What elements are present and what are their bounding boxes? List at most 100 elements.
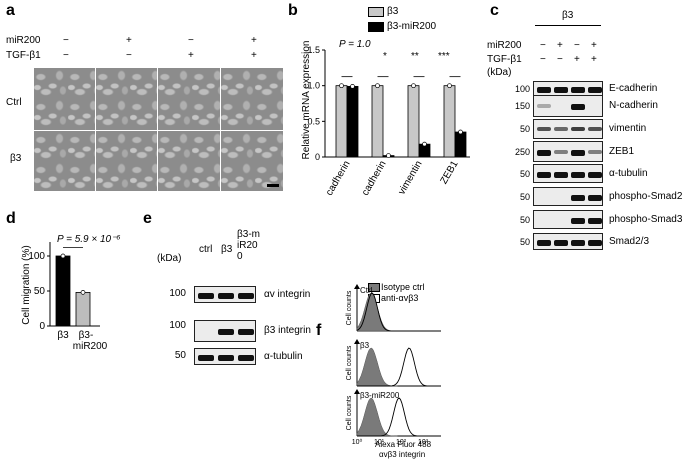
f-row-label: β3 — [360, 341, 370, 350]
c-mw-marker: 50 — [519, 168, 530, 179]
micrograph-b3-1 — [34, 131, 95, 191]
f-x-tick-label: 10⁰ — [352, 438, 363, 446]
c-band — [537, 127, 551, 131]
e-blot-2 — [194, 348, 256, 365]
a-tgf-sign-2: − — [126, 50, 132, 61]
b-point — [422, 141, 427, 147]
c-blot-4 — [533, 164, 603, 183]
c-tgf-sign: + — [591, 54, 597, 65]
c-band — [588, 149, 602, 154]
c-band — [571, 217, 585, 224]
f-arrow-icon — [354, 339, 360, 344]
c-blot-label: phospho-Smad2 — [609, 190, 683, 202]
c-mw-marker: 250 — [514, 146, 530, 157]
p-value-d: P = 5.9 × 10⁻⁶ — [57, 234, 121, 245]
panel-d-label: d — [6, 210, 16, 227]
b-point — [375, 83, 380, 89]
e-lane-ctrl: ctrl — [199, 244, 213, 255]
f-isotype-curve — [356, 397, 398, 437]
c-band — [571, 171, 585, 178]
e-band — [198, 354, 214, 361]
b-point — [411, 83, 416, 89]
b-x-tick-label: vimentin — [396, 159, 424, 195]
f-x-tick-label: 10³ — [418, 439, 429, 446]
c-mir-sign: − — [540, 40, 546, 51]
c-tgf-sign: + — [574, 54, 580, 65]
c-blot-label: E-cadherin — [609, 83, 658, 94]
sig-ncad: * — [383, 51, 387, 62]
legend-label-isotype: Isotype ctrl — [381, 282, 425, 292]
c-band — [571, 104, 585, 110]
c-blot-label: N-cadherin — [609, 100, 658, 111]
c-tgf-sign: − — [557, 54, 563, 65]
b-bar — [346, 85, 359, 158]
panel-f-label: f — [316, 322, 322, 339]
c-header-line — [535, 25, 601, 26]
a-mir-sign-1: − — [63, 35, 69, 46]
c-band — [537, 171, 551, 178]
e-mw-marker: 50 — [174, 350, 186, 361]
c-mir-sign: + — [557, 40, 563, 51]
c-band — [537, 104, 551, 108]
c-band — [537, 149, 551, 156]
f-y-axis-label: Cell counts — [346, 290, 353, 325]
d-x-tick-label: β3-miR200 — [73, 330, 108, 352]
c-band — [588, 127, 602, 131]
b-point — [458, 129, 463, 135]
sig-zeb1: *** — [438, 51, 450, 62]
f-xlabel-1: Alexa Fluor 488 — [375, 440, 432, 449]
f-arrow-icon — [354, 389, 360, 394]
b-bar — [443, 85, 456, 158]
c-kda-label: (kDa) — [487, 67, 512, 78]
b-x-tick-label: N-cadherin — [355, 159, 389, 195]
f-row-label: Ctrl — [360, 286, 373, 295]
e-mw-marker: 100 — [169, 288, 186, 299]
micrograph-b3-4 — [221, 131, 283, 191]
micrograph-b3-2 — [96, 131, 157, 191]
panel-a-label: a — [6, 2, 15, 19]
e-band — [218, 292, 234, 299]
f-anti-curve — [357, 347, 441, 387]
b-x-tick-label: ZEB1 — [439, 159, 461, 187]
mir200-row-label: miR200 — [6, 35, 41, 46]
f-x-tick-label: 10² — [396, 439, 407, 446]
e-lane-b3-mir200: β3-miR200 — [237, 229, 260, 262]
a-tgf-sign-1: − — [63, 50, 69, 61]
c-mir200-label: miR200 — [487, 40, 522, 51]
e-band — [238, 292, 254, 299]
legend-label-anti: anti-αvβ3 — [381, 293, 419, 303]
c-mw-marker: 150 — [514, 101, 530, 111]
p-value-b: P = 1.0 — [339, 39, 371, 50]
d-y-tick-label: 0 — [39, 321, 45, 332]
d-bar — [75, 292, 91, 327]
facs-histogram-0: Cell counts Ctrl — [346, 284, 441, 332]
c-mw-marker: 50 — [519, 236, 530, 247]
e-blot-label: α-tubulin — [264, 350, 303, 362]
d-bar — [55, 255, 71, 327]
c-band — [588, 171, 602, 178]
d-x-tick-label: β3 — [57, 330, 69, 341]
c-band — [588, 87, 602, 93]
e-kda-label: (kDa) — [157, 253, 182, 264]
c-blot-label: ZEB1 — [609, 145, 635, 157]
c-band — [554, 239, 568, 246]
c-blot-1 — [533, 95, 603, 117]
micrograph-b3-3 — [158, 131, 220, 191]
c-header-b3: β3 — [562, 10, 574, 21]
facs-histogram-2: Cell counts β3-miR200 10⁰ 10¹ 10² 10³ — [346, 389, 441, 446]
a-mir-sign-2: + — [126, 35, 132, 46]
scale-bar — [267, 184, 279, 187]
c-blot-7 — [533, 233, 603, 250]
c-mw-marker: 50 — [519, 214, 530, 225]
c-blot-label: α-tubulin — [609, 167, 648, 179]
b-bar — [335, 85, 348, 158]
b-x-tick-label: E-cadherin — [319, 159, 353, 195]
f-arrow-icon — [354, 284, 360, 289]
d-y-axis-label: Cell migration (%) — [21, 245, 32, 324]
c-blot-label: Smad2/3 — [609, 235, 650, 247]
tgf-row-label: TGF-β1 — [6, 50, 41, 61]
c-mir-sign: + — [591, 40, 597, 51]
e-band — [238, 354, 254, 361]
